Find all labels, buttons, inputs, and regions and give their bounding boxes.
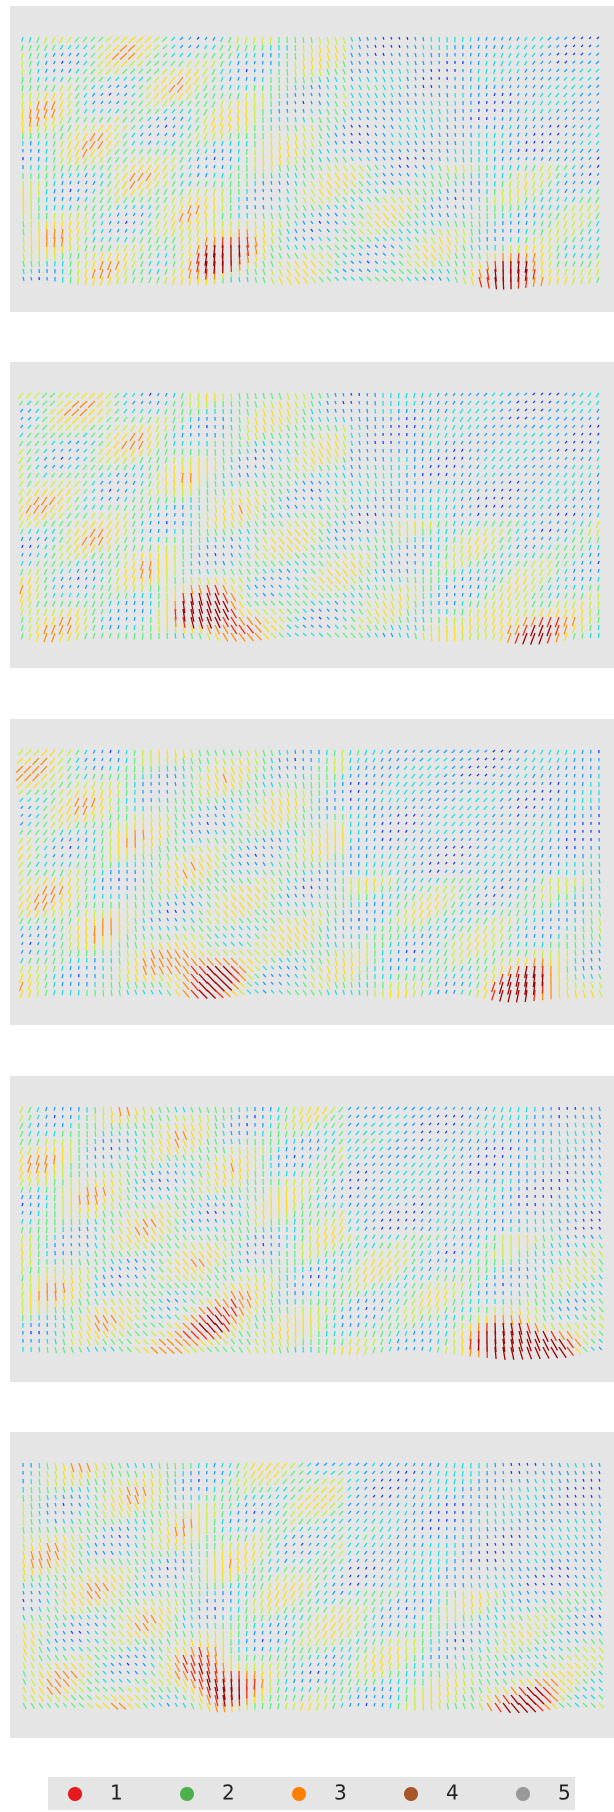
quiver-arrows	[190, 965, 544, 1002]
quiver-arrows	[22, 36, 600, 282]
quiver-arrows	[16, 749, 595, 999]
quiver-arrows	[182, 592, 552, 645]
legend-label: 5	[558, 1781, 571, 1805]
quiver-arrows	[17, 749, 603, 998]
quiver-arrows	[198, 1314, 567, 1360]
quiver-arrows	[182, 1298, 575, 1359]
quiver-arrows	[198, 1662, 545, 1714]
quiver-arrows	[18, 1106, 582, 1356]
legend-marker	[404, 1787, 418, 1801]
quiver-arrows	[28, 44, 544, 288]
quiver-arrows	[15, 757, 552, 1001]
quiver-arrows	[21, 36, 568, 286]
legend-label: 2	[222, 1781, 235, 1805]
legend-label: 1	[110, 1781, 123, 1805]
quiver-arrows	[19, 1106, 605, 1355]
legend: 1 2 3 4 5	[48, 1777, 575, 1810]
legend-marker	[292, 1787, 306, 1801]
legend-background	[48, 1777, 575, 1810]
quiver-arrows	[30, 1462, 559, 1713]
legend-marker	[68, 1787, 82, 1801]
quiver-arrows	[20, 36, 600, 285]
quiver-arrows	[196, 236, 536, 289]
quiver-panel	[10, 1076, 614, 1382]
quiver-arrows	[22, 1462, 602, 1708]
quiver-arrows	[22, 1462, 602, 1707]
legend-marker	[180, 1787, 194, 1801]
quiver-arrows	[204, 244, 528, 290]
quiver-arrows	[19, 749, 602, 995]
quiver-panel	[10, 6, 614, 312]
quiver-arrows	[18, 749, 602, 997]
quiver-panel	[10, 362, 614, 668]
quiver-arrows	[21, 1106, 603, 1353]
quiver-arrows	[21, 36, 600, 283]
quiver-arrows	[21, 392, 600, 620]
legend-marker	[516, 1787, 530, 1801]
quiver-arrows	[21, 1106, 602, 1335]
quiver-panel	[10, 1432, 614, 1738]
panel-background	[10, 1432, 614, 1738]
quiver-arrows	[22, 1462, 604, 1709]
quiver-arrows	[198, 965, 544, 1003]
quiver-arrows	[22, 36, 600, 281]
quiver-arrows	[19, 392, 600, 638]
quiver-panel	[10, 719, 614, 1025]
quiver-arrows	[27, 1106, 582, 1358]
quiver-arrows	[17, 392, 600, 641]
quiver-arrows	[20, 36, 600, 284]
quiver-arrows	[18, 392, 600, 640]
quiver-arrows	[18, 392, 584, 642]
legend-label: 4	[446, 1781, 459, 1805]
quiver-arrows	[22, 1462, 582, 1713]
quiver-arrows	[19, 400, 576, 643]
quiver-arrows	[19, 1106, 604, 1354]
legend-label: 3	[334, 1781, 347, 1805]
quiver-arrows	[22, 1462, 605, 1711]
quiver-arrows	[20, 1106, 603, 1351]
panel-background	[10, 1076, 614, 1382]
quiver-arrows	[22, 1462, 604, 1710]
quiver-arrows	[19, 749, 602, 996]
quiver-arrows	[182, 1646, 552, 1713]
quiver-arrows	[174, 584, 560, 644]
quiver-arrows	[29, 749, 600, 978]
quiver-arrows	[19, 392, 600, 639]
